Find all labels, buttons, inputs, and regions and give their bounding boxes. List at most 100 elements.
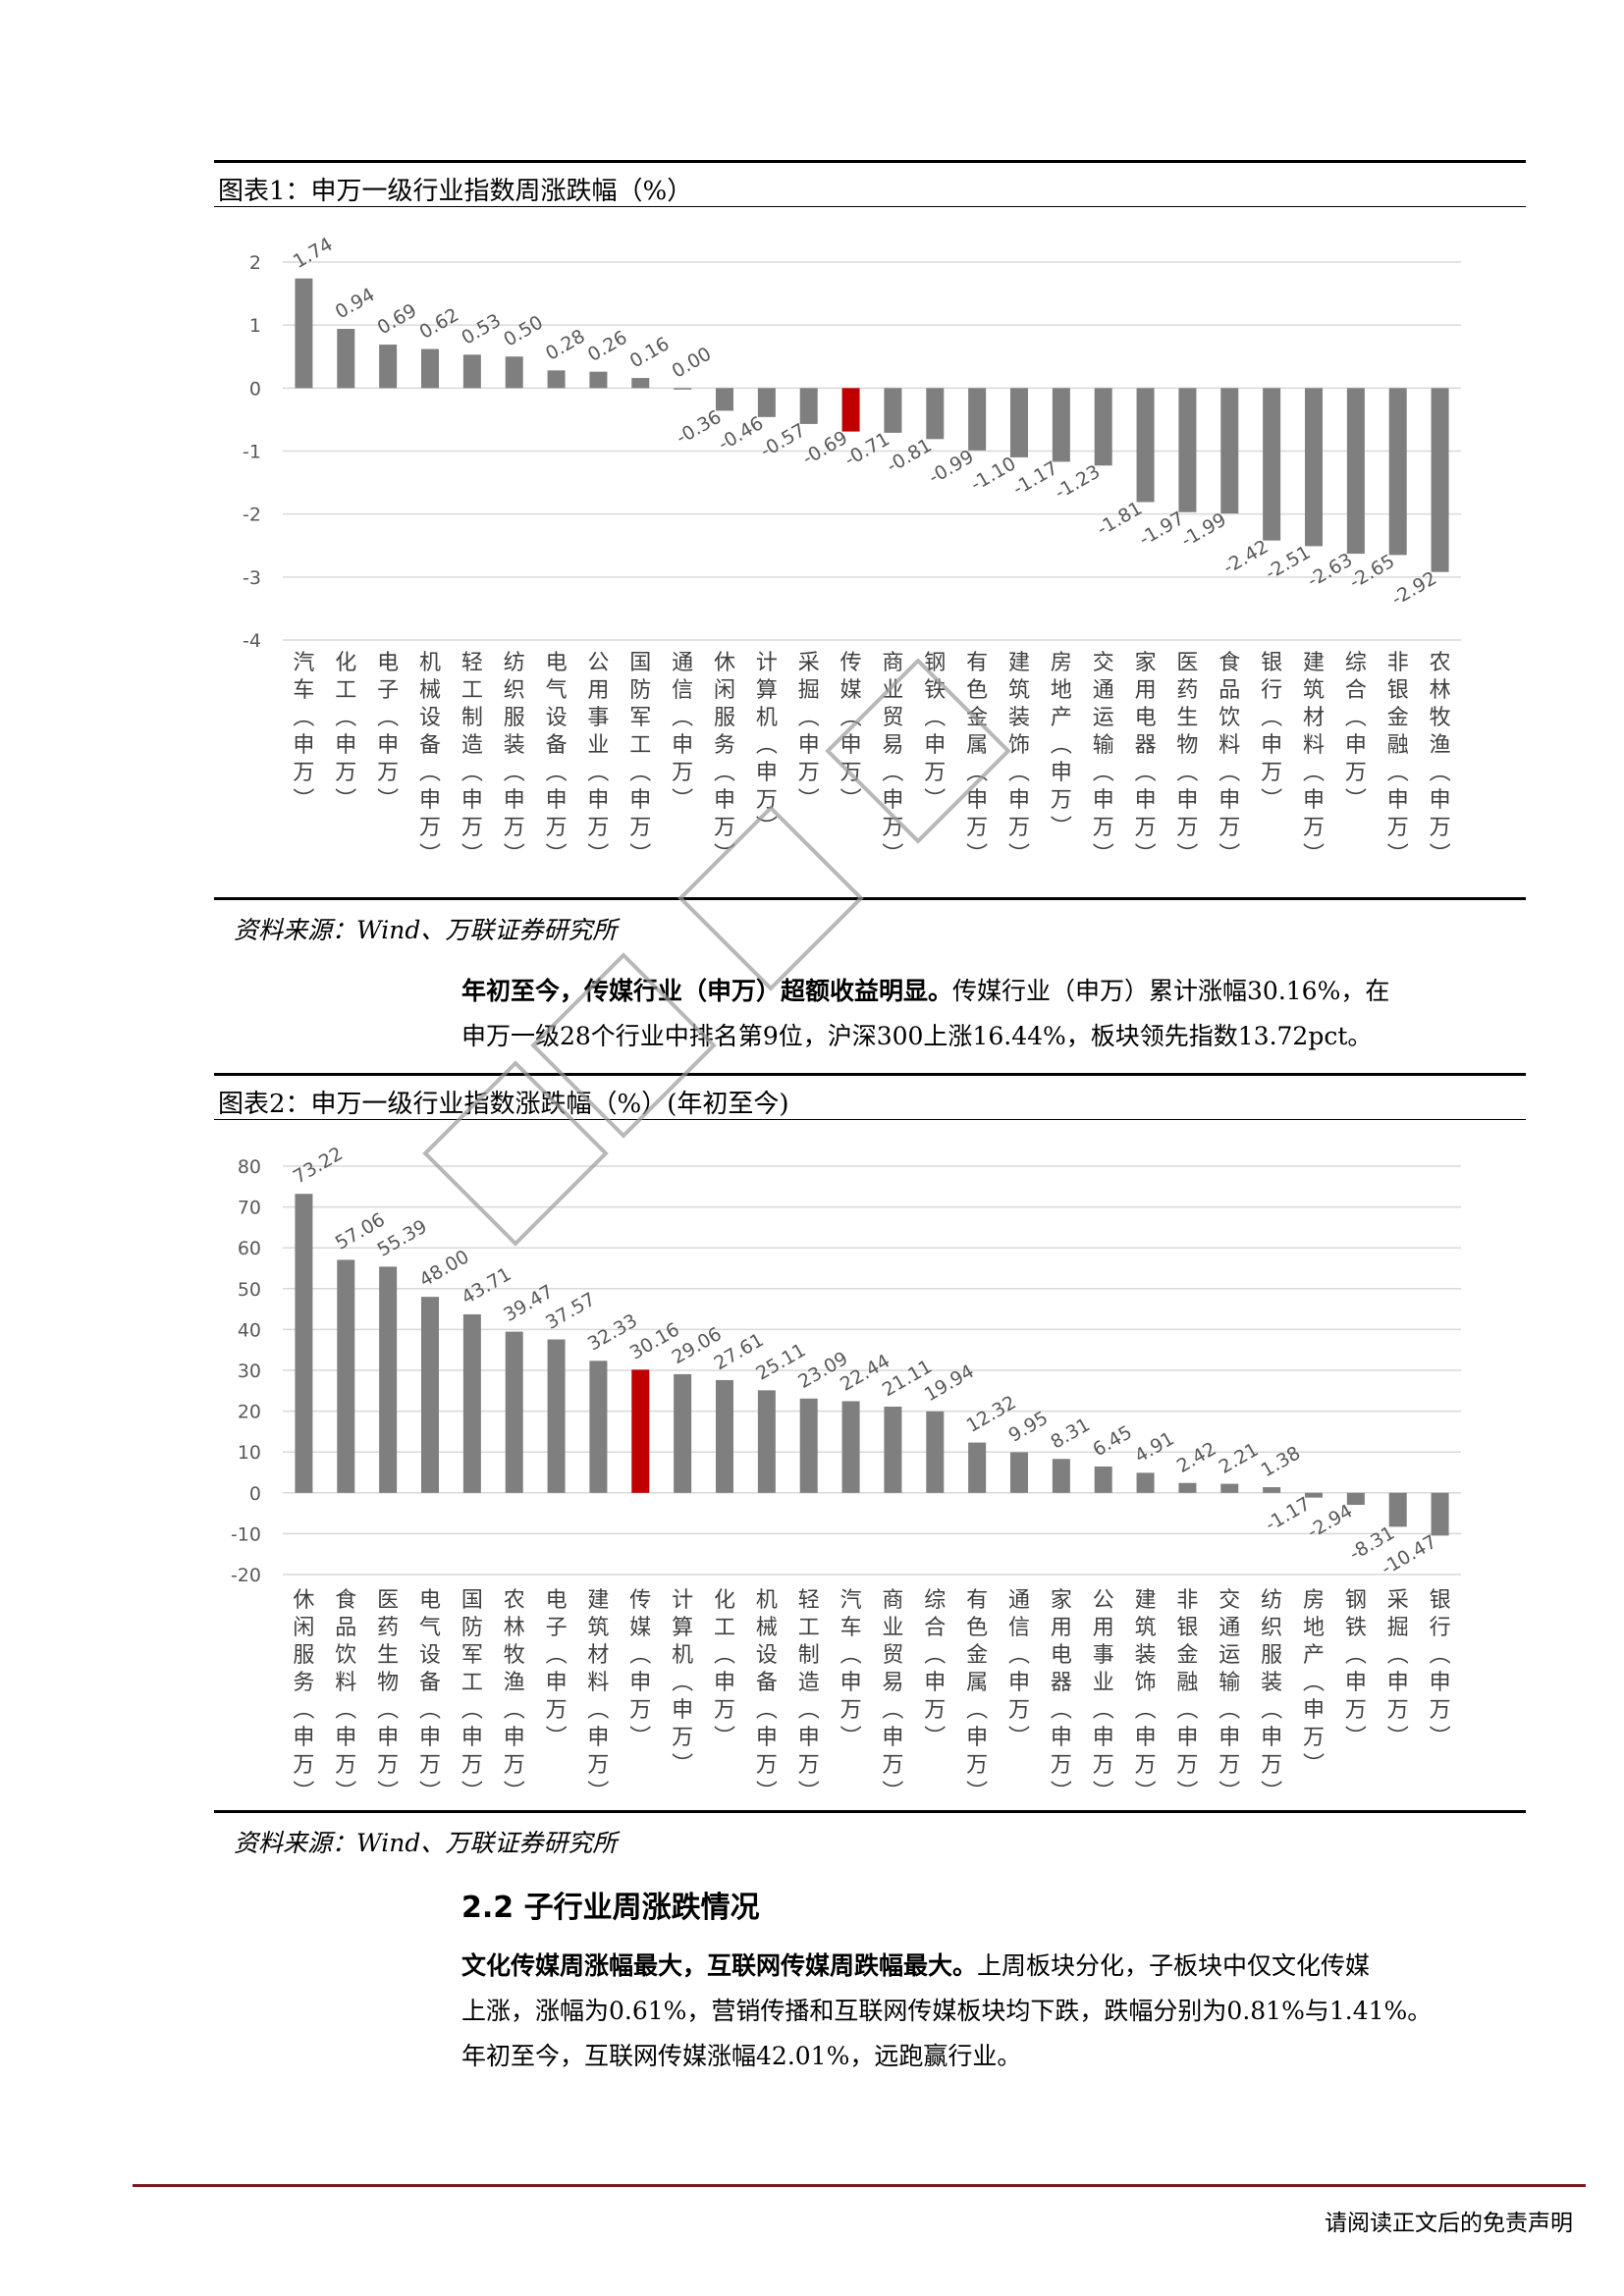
bar-10 [674, 1373, 692, 1493]
bar-3 [379, 345, 398, 389]
category-label: 钢铁︵申万︶ [1345, 1588, 1367, 1750]
category-label: 公用事业︵申万︶ [1093, 1588, 1114, 1805]
bar-17 [968, 388, 987, 451]
bar-24 [1263, 1487, 1281, 1493]
bar-11 [716, 1379, 733, 1493]
bar-12 [757, 388, 776, 417]
data-label: 2.42 [1173, 1438, 1220, 1477]
data-label: 6.45 [1089, 1421, 1136, 1461]
bar-27 [1388, 388, 1407, 556]
data-label: -1.23 [1052, 461, 1105, 505]
y-tick-label: 0 [249, 1483, 261, 1505]
y-tick-label: 2 [249, 252, 261, 274]
category-label: 电气设备︵申万︶ [546, 651, 568, 868]
bar-10 [674, 388, 692, 390]
paragraph-subsector: 文化传媒周涨幅最大，互联网传媒周跌幅最大。上周板块分化，子板块中仅文化传媒 上涨… [461, 1944, 1522, 2079]
category-label: 国防军工︵申万︶ [461, 1588, 483, 1805]
paragraph-ytd-media: 年初至今，传媒行业（申万）超额收益明显。传媒行业（申万）累计涨幅30.16%，在… [461, 969, 1522, 1059]
bar-26 [1346, 1492, 1365, 1506]
data-label: -1.17 [1009, 457, 1062, 501]
data-label: -2.65 [1346, 551, 1399, 594]
paragraph-line: 申万一级28个行业中排名第9位，沪深300上涨16.44%，板块领先指数13.7… [461, 1022, 1373, 1050]
y-tick-label: 10 [238, 1442, 261, 1464]
category-label: 休闲服务︵申万︶ [714, 651, 735, 868]
category-label: 交通运输︵申万︶ [1218, 1588, 1240, 1805]
category-label: 汽车︵申万︶ [840, 1588, 862, 1750]
category-label: 采掘︵申万︶ [1387, 1588, 1409, 1750]
bar-8 [589, 371, 608, 389]
category-label: 房地产︵申万︶ [1051, 651, 1072, 840]
category-label: 非银金融︵申万︶ [1387, 651, 1409, 868]
category-label: 钢铁︵申万︶ [924, 651, 946, 813]
category-label: 农林牧渔︵申万︶ [1430, 651, 1451, 868]
y-tick-label: 50 [238, 1279, 261, 1301]
data-label: 2.21 [1216, 1439, 1263, 1478]
category-label: 传媒︵申万︶ [629, 1588, 651, 1750]
data-label: -2.42 [1219, 536, 1272, 579]
category-label: 轻工制造︵申万︶ [461, 651, 483, 868]
category-label: 电气设备︵申万︶ [419, 1588, 441, 1805]
footer-rule [133, 2184, 1586, 2187]
figure2-title-rule [214, 1119, 1526, 1120]
category-label: 电子︵申万︶ [546, 1588, 568, 1750]
bar-9 [631, 1369, 650, 1493]
bar-14 [841, 388, 860, 432]
figure2-title: 图表2：申万一级行业指数涨跌幅（%）(年初至今) [218, 1090, 789, 1119]
figure1-header: 图表1：申万一级行业指数周涨跌幅（%） [214, 160, 1526, 206]
bar-21 [1136, 1472, 1155, 1493]
bar-13 [799, 1398, 818, 1493]
category-label: 通信︵申万︶ [1008, 1588, 1030, 1750]
data-label: 0.50 [500, 311, 547, 350]
y-tick-label: 1 [249, 315, 261, 337]
category-label: 食品饮料︵申万︶ [1218, 651, 1240, 868]
bar-7 [547, 370, 566, 389]
bar-25 [1305, 1492, 1323, 1498]
category-label: 休闲服务︵申万︶ [293, 1588, 314, 1805]
y-tick-label: 80 [238, 1156, 261, 1178]
category-label: 食品饮料︵申万︶ [335, 1588, 356, 1805]
data-label: -0.69 [798, 427, 851, 470]
category-label: 轻工制造︵申万︶ [798, 1588, 820, 1805]
data-label: 1.38 [1258, 1442, 1305, 1481]
bar-20 [1094, 1466, 1112, 1493]
data-label: 0.00 [669, 343, 716, 382]
data-label: 1.74 [290, 234, 337, 273]
category-label: 电子︵申万︶ [377, 651, 399, 813]
bar-1 [295, 1194, 313, 1493]
y-tick-label: 30 [238, 1361, 261, 1382]
category-label: 公用事业︵申万︶ [587, 651, 609, 868]
bar-16 [926, 388, 945, 440]
category-label: 纺织服装︵申万︶ [504, 651, 525, 868]
y-tick-label: -2 [243, 505, 261, 526]
category-label: 医药生物︵申万︶ [377, 1588, 399, 1805]
bar-13 [799, 388, 818, 424]
section-heading: 2.2 子行业周涨跌情况 [461, 1891, 760, 1925]
bar-27 [1388, 1492, 1407, 1527]
category-label: 计算机︵申万︶ [672, 1588, 693, 1778]
bar-14 [841, 1401, 860, 1493]
paragraph-text: 传媒行业（申万）累计涨幅30.16%，在 [952, 977, 1390, 1005]
category-label: 农林牧渔︵申万︶ [504, 1588, 525, 1805]
bar-28 [1431, 1492, 1449, 1536]
bar-5 [462, 1313, 481, 1493]
bar-25 [1305, 388, 1323, 547]
data-label: 8.31 [1047, 1414, 1094, 1453]
data-label: 0.16 [626, 333, 674, 372]
data-label: -1.99 [1177, 508, 1230, 552]
figure1-source: 资料来源：Wind、万联证券研究所 [234, 916, 618, 944]
y-tick-label: 20 [238, 1402, 261, 1423]
y-tick-label: -1 [243, 442, 261, 463]
category-label: 房地产︵申万︶ [1303, 1588, 1325, 1778]
category-label: 化工︵申万︶ [335, 651, 356, 813]
category-label: 化工︵申万︶ [714, 1588, 735, 1750]
bar-6 [505, 356, 523, 389]
paragraph-line: 年初至今，传媒行业（申万）超额收益明显。传媒行业（申万）累计涨幅30.16%，在 [461, 969, 1522, 1014]
bar-9 [631, 378, 650, 389]
bar-4 [421, 348, 439, 389]
data-label: 0.94 [332, 284, 379, 323]
y-tick-label: -3 [243, 567, 261, 589]
category-label: 商业贸易︵申万︶ [882, 651, 903, 868]
data-label: -2.63 [1304, 549, 1357, 592]
category-label: 银行︵申万︶ [1430, 1588, 1451, 1750]
y-tick-label: -4 [243, 630, 261, 652]
